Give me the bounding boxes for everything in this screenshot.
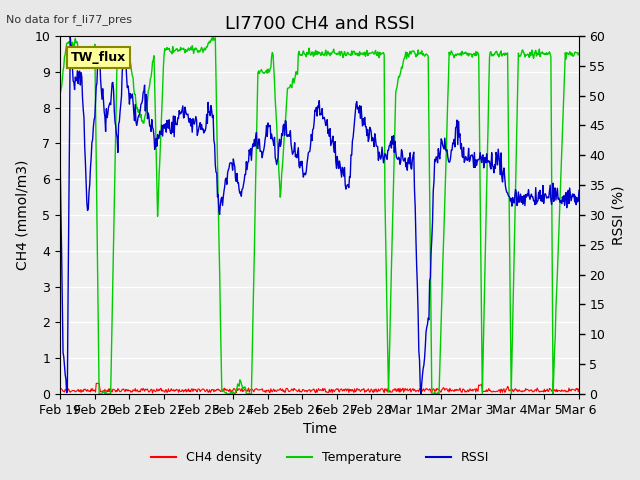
Y-axis label: RSSI (%): RSSI (%) [611,185,625,245]
Text: No data for f_li77_pres: No data for f_li77_pres [6,14,132,25]
Title: LI7700 CH4 and RSSI: LI7700 CH4 and RSSI [225,15,415,33]
X-axis label: Time: Time [303,422,337,436]
Legend: CH4 density, Temperature, RSSI: CH4 density, Temperature, RSSI [146,446,494,469]
Y-axis label: CH4 (mmol/m3): CH4 (mmol/m3) [15,160,29,270]
Text: TW_flux: TW_flux [70,51,126,64]
